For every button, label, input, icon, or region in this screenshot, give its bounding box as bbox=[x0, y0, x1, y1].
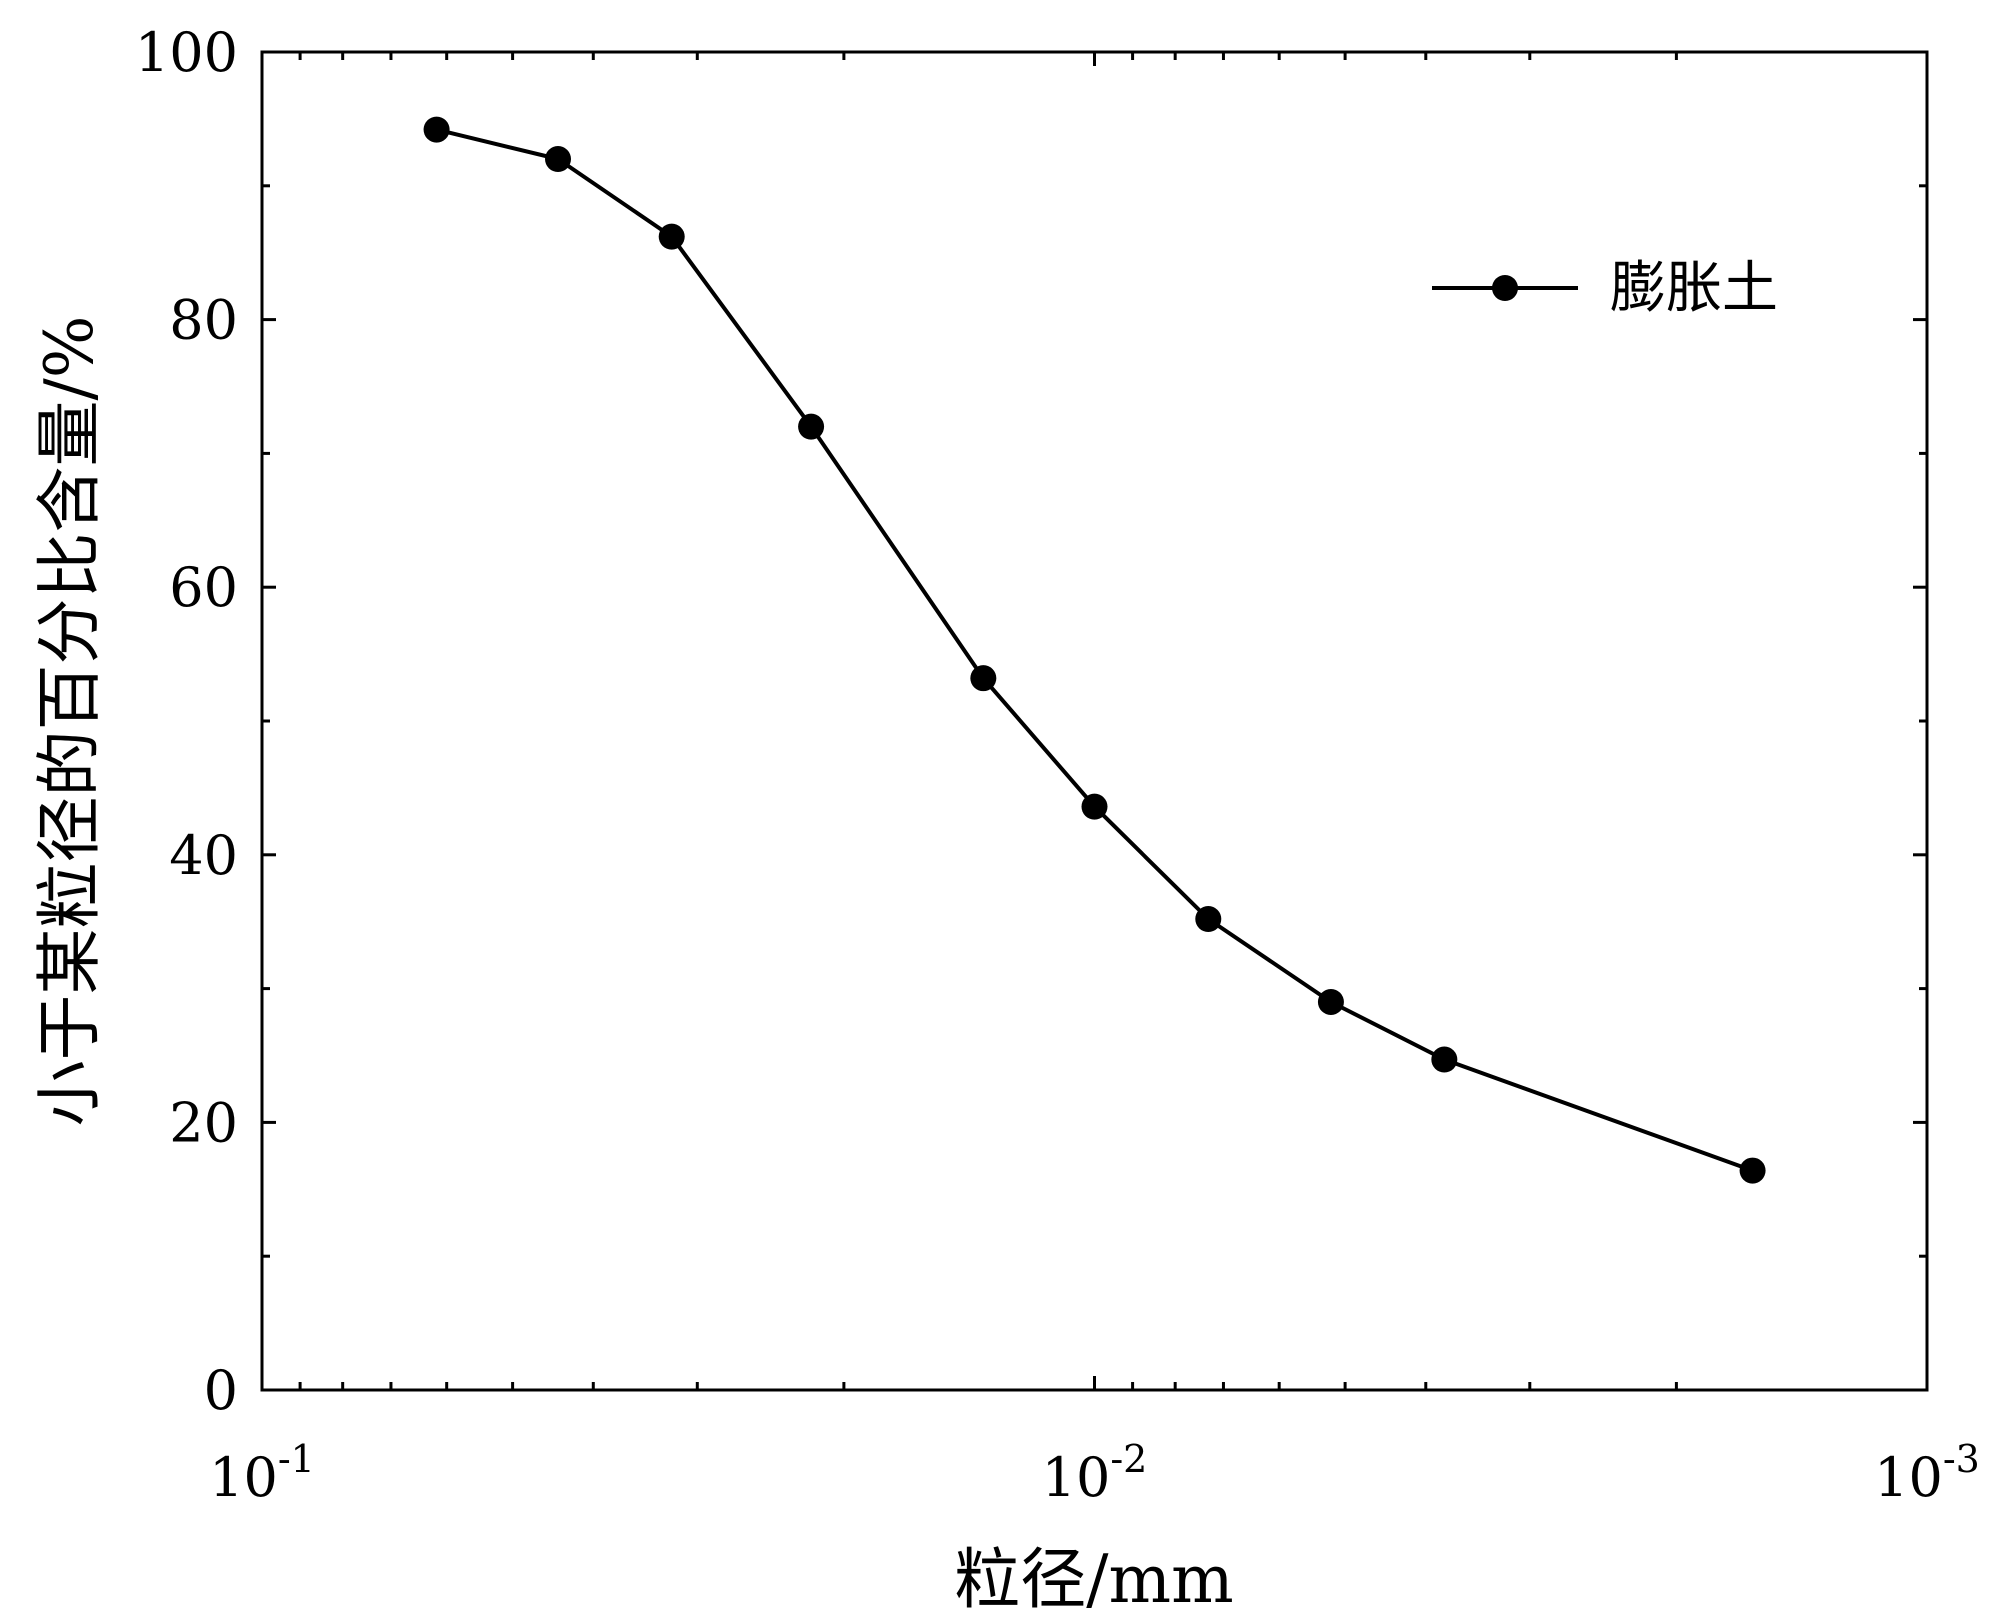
series-layer bbox=[423, 116, 1766, 1184]
legend-marker bbox=[1492, 275, 1518, 301]
axis-ticks bbox=[260, 50, 1929, 1392]
data-point bbox=[1195, 906, 1222, 933]
y-tick-label: 40 bbox=[169, 824, 238, 887]
data-point bbox=[545, 146, 572, 173]
y-tick-label: 80 bbox=[169, 289, 238, 352]
y-tick-label: 0 bbox=[204, 1359, 238, 1422]
y-axis-title: 小于某粒径的百分比含量/% bbox=[31, 316, 108, 1127]
data-point bbox=[1081, 793, 1108, 820]
data-point bbox=[1739, 1157, 1766, 1184]
data-point bbox=[1431, 1046, 1458, 1073]
data-point bbox=[1317, 988, 1344, 1015]
y-tick-labels: 0 20 40 60 80 100 bbox=[135, 21, 238, 1422]
y-tick-label: 100 bbox=[135, 21, 238, 84]
x-tick-labels: 10-1 10-2 10-3 bbox=[209, 1437, 1980, 1509]
x-tick-label: 10-1 bbox=[209, 1437, 315, 1509]
y-tick-label: 20 bbox=[169, 1091, 238, 1154]
x-axis-title: 粒径/mm bbox=[954, 1541, 1233, 1618]
x-tick-label: 10-2 bbox=[1042, 1437, 1148, 1509]
data-point bbox=[658, 223, 685, 250]
data-point bbox=[423, 116, 450, 143]
legend-label: 膨胀土 bbox=[1610, 256, 1778, 321]
x-tick-label: 10-3 bbox=[1874, 1437, 1980, 1509]
legend: 膨胀土 bbox=[1432, 256, 1778, 321]
y-tick-label: 60 bbox=[169, 556, 238, 619]
series-line-0 bbox=[436, 127, 1754, 1173]
data-point bbox=[970, 665, 997, 692]
plot-frame bbox=[260, 50, 1929, 1392]
data-point bbox=[798, 413, 825, 440]
